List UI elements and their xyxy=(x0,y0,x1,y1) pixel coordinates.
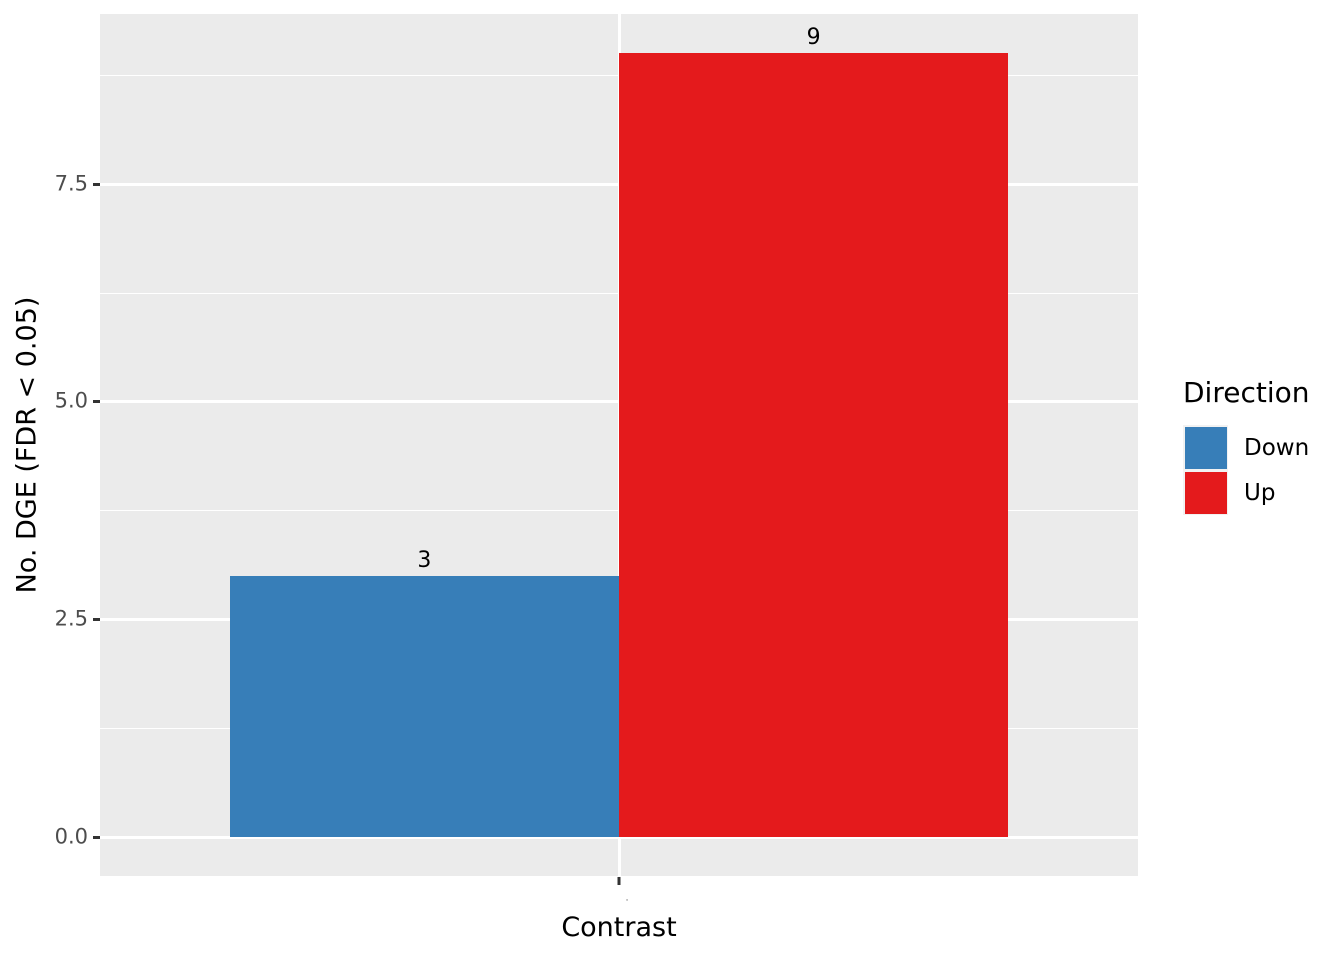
legend-swatch-icon xyxy=(1184,426,1227,469)
bar-up xyxy=(619,53,1009,837)
legend-entry-up: Up xyxy=(1183,470,1310,515)
legend-title: Direction xyxy=(1183,376,1310,409)
legend-label: Down xyxy=(1244,434,1310,461)
y-tick-label: 2.5 xyxy=(54,606,88,631)
x-tick-label: · xyxy=(625,896,629,906)
y-axis-title: No. DGE (FDR < 0.05) xyxy=(11,296,43,594)
x-axis-title: Contrast xyxy=(561,912,677,943)
legend-label: Up xyxy=(1244,479,1276,506)
y-tick-mark xyxy=(93,182,100,186)
bar-down xyxy=(229,575,619,837)
x-tick-mark xyxy=(617,877,621,885)
legend-entries: Down Up xyxy=(1183,425,1310,515)
y-tick-mark xyxy=(93,618,100,622)
legend-key xyxy=(1183,470,1228,515)
legend-key xyxy=(1183,425,1228,470)
y-tick-mark xyxy=(93,400,100,404)
y-tick-mark xyxy=(93,835,100,839)
legend-entry-down: Down xyxy=(1183,425,1310,470)
legend-swatch-icon xyxy=(1184,471,1227,514)
legend: Direction Down Up xyxy=(1183,376,1310,515)
bar-value-label: 3 xyxy=(417,547,432,573)
y-tick-label: 7.5 xyxy=(54,171,88,196)
y-tick-label: 5.0 xyxy=(54,388,88,413)
y-tick-label: 0.0 xyxy=(54,824,88,849)
bar-value-label: 9 xyxy=(806,25,821,51)
